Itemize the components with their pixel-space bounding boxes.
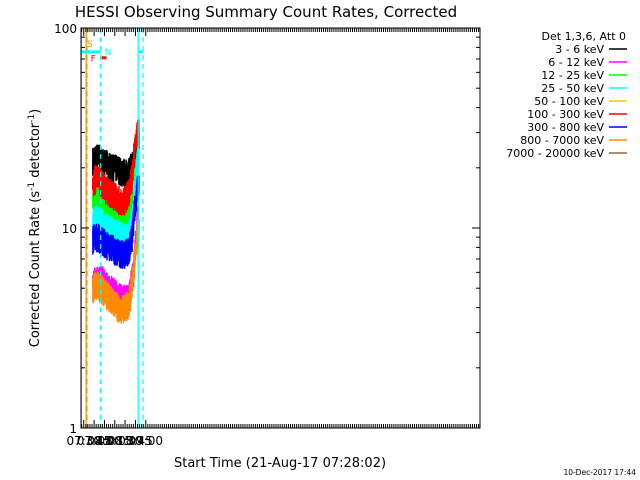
y-axis-label-superscript-2: -1: [27, 114, 37, 123]
x-tick-label: 08:30: [108, 434, 143, 448]
y-axis-label-middle: detector: [28, 122, 43, 182]
x-tick-label: 08:45: [118, 434, 153, 448]
plot-frame: [80, 27, 481, 429]
y-tick-label: 10: [62, 222, 77, 236]
plot-area: [81, 28, 144, 428]
flag-n-label: N: [105, 48, 112, 58]
series-line-7: [92, 175, 140, 269]
legend-label-4: 25 - 50 keV: [541, 82, 604, 95]
legend-label-3: 12 - 25 keV: [541, 69, 604, 82]
legend-label-5: 50 - 100 keV: [534, 95, 604, 108]
y-tick-label: 1: [69, 422, 77, 436]
x-tick-label: 08:00: [87, 434, 122, 448]
legend-label-1: 3 - 6 keV: [555, 43, 604, 56]
legend-title: Det 1,3,6, Att 0: [542, 30, 626, 43]
y-axis: 1 10 100: [54, 22, 480, 436]
y-axis-label: Corrected Count Rate (s-1 detector-1): [27, 109, 43, 347]
x-tick-label: 08:15: [97, 434, 132, 448]
legend-label-2: 6 - 12 keV: [548, 56, 604, 69]
x-axis-label: Start Time (21-Aug-17 07:28:02): [174, 456, 386, 471]
x-tick-label: 09:00: [128, 434, 163, 448]
x-tick-label: 07:45: [77, 434, 112, 448]
flag-f-label: F: [91, 55, 96, 65]
y-axis-label-main: Corrected Count Rate (s: [28, 191, 43, 348]
series-line-8: [92, 219, 140, 324]
legend-label-6: 100 - 300 keV: [527, 108, 604, 121]
y-axis-label-superscript-1: -1: [27, 182, 37, 191]
y-axis-label-end: ): [28, 109, 43, 114]
legend-label-9: 7000 - 20000 keV: [506, 147, 604, 160]
footer-timestamp: 10-Dec-2017 17:44: [563, 468, 636, 477]
chart-title: HESSI Observing Summary Count Rates, Cor…: [75, 3, 457, 21]
x-tick-label: 07:30: [66, 434, 101, 448]
legend-label-8: 800 - 7000 keV: [520, 134, 604, 147]
flag-s-label: S: [87, 40, 93, 50]
y-tick-label: 100: [54, 22, 77, 36]
legend-label-7: 300 - 800 keV: [527, 121, 604, 134]
